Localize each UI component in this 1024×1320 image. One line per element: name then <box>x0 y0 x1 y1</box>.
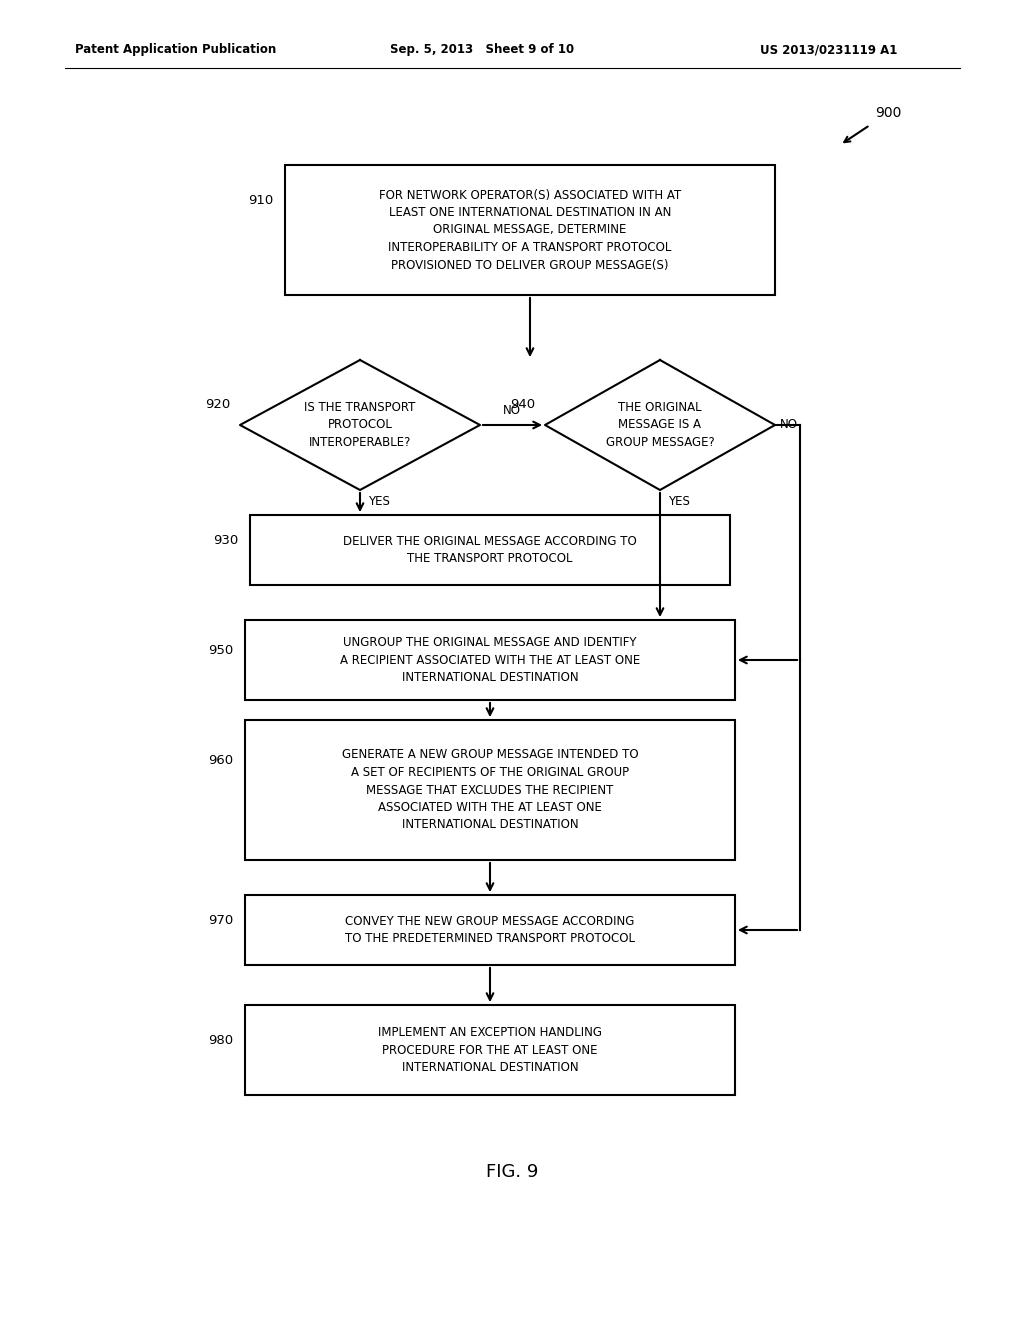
Text: NO: NO <box>780 418 798 432</box>
Text: Sep. 5, 2013   Sheet 9 of 10: Sep. 5, 2013 Sheet 9 of 10 <box>390 44 574 57</box>
Text: 910: 910 <box>248 194 273 206</box>
Bar <box>245 719 735 861</box>
Text: FOR NETWORK OPERATOR(S) ASSOCIATED WITH AT
LEAST ONE INTERNATIONAL DESTINATION I: FOR NETWORK OPERATOR(S) ASSOCIATED WITH … <box>379 189 681 272</box>
Text: NO: NO <box>503 404 521 417</box>
Text: 900: 900 <box>874 106 901 120</box>
Text: FIG. 9: FIG. 9 <box>485 1163 539 1181</box>
Bar <box>285 165 775 294</box>
Text: CONVEY THE NEW GROUP MESSAGE ACCORDING
TO THE PREDETERMINED TRANSPORT PROTOCOL: CONVEY THE NEW GROUP MESSAGE ACCORDING T… <box>345 915 635 945</box>
Text: 920: 920 <box>205 399 230 412</box>
Bar <box>245 1005 735 1096</box>
Text: US 2013/0231119 A1: US 2013/0231119 A1 <box>760 44 897 57</box>
Text: YES: YES <box>368 495 390 508</box>
Text: 930: 930 <box>213 533 238 546</box>
Polygon shape <box>545 360 775 490</box>
Polygon shape <box>240 360 480 490</box>
Text: 970: 970 <box>208 913 233 927</box>
Text: YES: YES <box>668 495 690 508</box>
Text: 940: 940 <box>510 399 535 412</box>
Text: IS THE TRANSPORT
PROTOCOL
INTEROPERABLE?: IS THE TRANSPORT PROTOCOL INTEROPERABLE? <box>304 401 416 449</box>
Text: THE ORIGINAL
MESSAGE IS A
GROUP MESSAGE?: THE ORIGINAL MESSAGE IS A GROUP MESSAGE? <box>605 401 715 449</box>
Text: DELIVER THE ORIGINAL MESSAGE ACCORDING TO
THE TRANSPORT PROTOCOL: DELIVER THE ORIGINAL MESSAGE ACCORDING T… <box>343 535 637 565</box>
Text: UNGROUP THE ORIGINAL MESSAGE AND IDENTIFY
A RECIPIENT ASSOCIATED WITH THE AT LEA: UNGROUP THE ORIGINAL MESSAGE AND IDENTIF… <box>340 636 640 684</box>
Text: Patent Application Publication: Patent Application Publication <box>75 44 276 57</box>
Text: 980: 980 <box>208 1034 233 1047</box>
Bar <box>245 620 735 700</box>
Text: 960: 960 <box>208 754 233 767</box>
Text: 950: 950 <box>208 644 233 656</box>
Bar <box>250 515 730 585</box>
Bar <box>245 895 735 965</box>
Text: IMPLEMENT AN EXCEPTION HANDLING
PROCEDURE FOR THE AT LEAST ONE
INTERNATIONAL DES: IMPLEMENT AN EXCEPTION HANDLING PROCEDUR… <box>378 1026 602 1074</box>
Text: GENERATE A NEW GROUP MESSAGE INTENDED TO
A SET OF RECIPIENTS OF THE ORIGINAL GRO: GENERATE A NEW GROUP MESSAGE INTENDED TO… <box>342 748 638 832</box>
